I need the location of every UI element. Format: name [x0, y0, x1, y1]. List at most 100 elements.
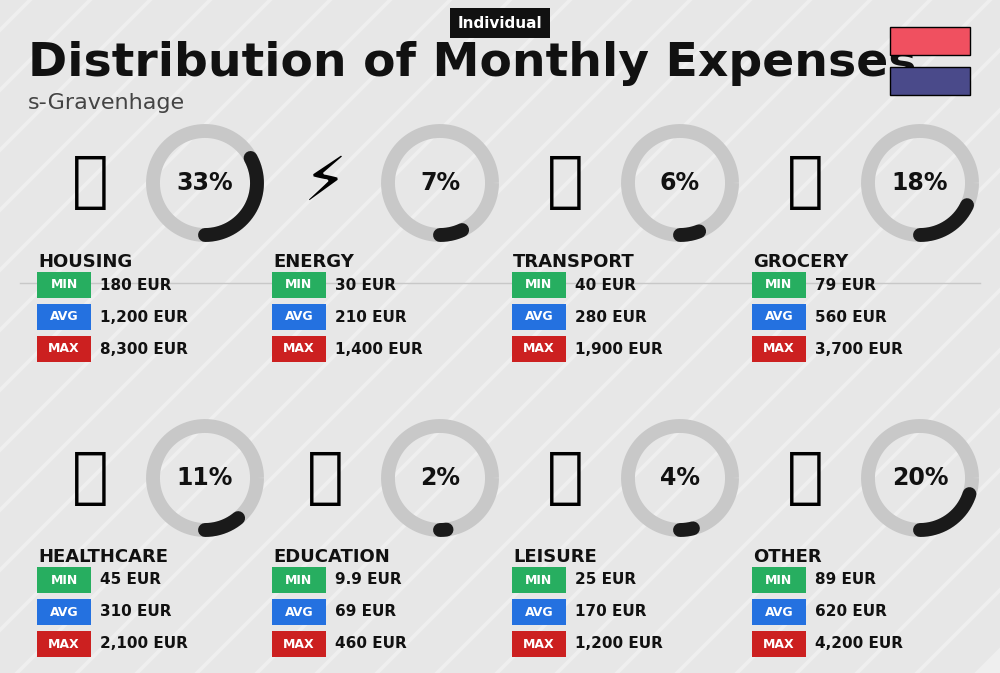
FancyBboxPatch shape	[512, 599, 566, 625]
Text: s-Gravenhage: s-Gravenhage	[28, 93, 185, 113]
FancyBboxPatch shape	[272, 599, 326, 625]
Text: AVG: AVG	[765, 310, 793, 324]
Text: Distribution of Monthly Expenses: Distribution of Monthly Expenses	[28, 40, 916, 85]
Text: MIN: MIN	[285, 279, 313, 291]
Text: 💰: 💰	[787, 448, 823, 507]
FancyBboxPatch shape	[890, 67, 970, 95]
FancyBboxPatch shape	[890, 27, 970, 55]
Text: 170 EUR: 170 EUR	[575, 604, 646, 620]
Text: MAX: MAX	[283, 637, 315, 651]
Text: 🛒: 🛒	[787, 153, 823, 213]
Text: 33%: 33%	[177, 171, 233, 195]
Text: MIN: MIN	[525, 279, 553, 291]
Text: MAX: MAX	[48, 343, 80, 355]
Text: MIN: MIN	[525, 573, 553, 586]
Text: 2,100 EUR: 2,100 EUR	[100, 637, 188, 651]
Text: MAX: MAX	[48, 637, 80, 651]
Text: 4,200 EUR: 4,200 EUR	[815, 637, 903, 651]
FancyBboxPatch shape	[37, 304, 91, 330]
Text: 1,200 EUR: 1,200 EUR	[100, 310, 188, 324]
Text: AVG: AVG	[285, 310, 313, 324]
FancyBboxPatch shape	[37, 336, 91, 362]
Text: 1,400 EUR: 1,400 EUR	[335, 341, 423, 357]
Text: 69 EUR: 69 EUR	[335, 604, 396, 620]
FancyBboxPatch shape	[272, 336, 326, 362]
Text: 460 EUR: 460 EUR	[335, 637, 407, 651]
Text: 🎓: 🎓	[307, 448, 343, 507]
Text: 280 EUR: 280 EUR	[575, 310, 647, 324]
Text: ENERGY: ENERGY	[273, 253, 354, 271]
Text: MIN: MIN	[50, 573, 78, 586]
Text: 310 EUR: 310 EUR	[100, 604, 172, 620]
Text: 1,900 EUR: 1,900 EUR	[575, 341, 663, 357]
Text: 2%: 2%	[420, 466, 460, 490]
Text: 89 EUR: 89 EUR	[815, 573, 876, 588]
Text: 9.9 EUR: 9.9 EUR	[335, 573, 402, 588]
Text: 7%: 7%	[420, 171, 460, 195]
Text: 3,700 EUR: 3,700 EUR	[815, 341, 903, 357]
FancyBboxPatch shape	[752, 336, 806, 362]
FancyBboxPatch shape	[37, 567, 91, 593]
FancyBboxPatch shape	[37, 272, 91, 298]
FancyBboxPatch shape	[272, 631, 326, 657]
Text: MIN: MIN	[285, 573, 313, 586]
Text: 18%: 18%	[892, 171, 948, 195]
FancyBboxPatch shape	[37, 599, 91, 625]
Text: MAX: MAX	[763, 343, 795, 355]
Text: AVG: AVG	[50, 310, 78, 324]
Text: AVG: AVG	[765, 606, 793, 618]
Text: 20%: 20%	[892, 466, 948, 490]
FancyBboxPatch shape	[272, 304, 326, 330]
FancyBboxPatch shape	[512, 272, 566, 298]
Text: 45 EUR: 45 EUR	[100, 573, 161, 588]
Text: Individual: Individual	[458, 15, 542, 30]
Text: 620 EUR: 620 EUR	[815, 604, 887, 620]
Text: 8,300 EUR: 8,300 EUR	[100, 341, 188, 357]
FancyBboxPatch shape	[272, 567, 326, 593]
Text: ⚡: ⚡	[304, 153, 346, 213]
FancyBboxPatch shape	[752, 304, 806, 330]
Text: 11%: 11%	[177, 466, 233, 490]
FancyBboxPatch shape	[512, 631, 566, 657]
Text: MAX: MAX	[523, 637, 555, 651]
Text: 🚌: 🚌	[547, 153, 583, 213]
Text: MIN: MIN	[765, 279, 793, 291]
Text: AVG: AVG	[285, 606, 313, 618]
Text: HEALTHCARE: HEALTHCARE	[38, 548, 168, 566]
Text: MAX: MAX	[763, 637, 795, 651]
Text: 560 EUR: 560 EUR	[815, 310, 887, 324]
Text: HOUSING: HOUSING	[38, 253, 132, 271]
Text: MIN: MIN	[50, 279, 78, 291]
Text: 40 EUR: 40 EUR	[575, 277, 636, 293]
FancyBboxPatch shape	[752, 567, 806, 593]
Text: 🛍: 🛍	[547, 448, 583, 507]
FancyBboxPatch shape	[272, 272, 326, 298]
FancyBboxPatch shape	[37, 631, 91, 657]
Text: 79 EUR: 79 EUR	[815, 277, 876, 293]
FancyBboxPatch shape	[512, 567, 566, 593]
Text: MIN: MIN	[765, 573, 793, 586]
Text: GROCERY: GROCERY	[753, 253, 848, 271]
Text: 180 EUR: 180 EUR	[100, 277, 172, 293]
Text: 6%: 6%	[660, 171, 700, 195]
Text: LEISURE: LEISURE	[513, 548, 597, 566]
Text: OTHER: OTHER	[753, 548, 822, 566]
FancyBboxPatch shape	[752, 631, 806, 657]
Text: AVG: AVG	[525, 606, 553, 618]
Text: TRANSPORT: TRANSPORT	[513, 253, 635, 271]
FancyBboxPatch shape	[752, 599, 806, 625]
FancyBboxPatch shape	[512, 304, 566, 330]
Text: 🏢: 🏢	[72, 153, 108, 213]
Text: 30 EUR: 30 EUR	[335, 277, 396, 293]
Text: 4%: 4%	[660, 466, 700, 490]
Text: 1,200 EUR: 1,200 EUR	[575, 637, 663, 651]
Text: 210 EUR: 210 EUR	[335, 310, 407, 324]
Text: MAX: MAX	[283, 343, 315, 355]
FancyBboxPatch shape	[752, 272, 806, 298]
FancyBboxPatch shape	[512, 336, 566, 362]
Text: 💊: 💊	[72, 448, 108, 507]
Text: EDUCATION: EDUCATION	[273, 548, 390, 566]
Text: AVG: AVG	[525, 310, 553, 324]
Text: AVG: AVG	[50, 606, 78, 618]
Text: MAX: MAX	[523, 343, 555, 355]
